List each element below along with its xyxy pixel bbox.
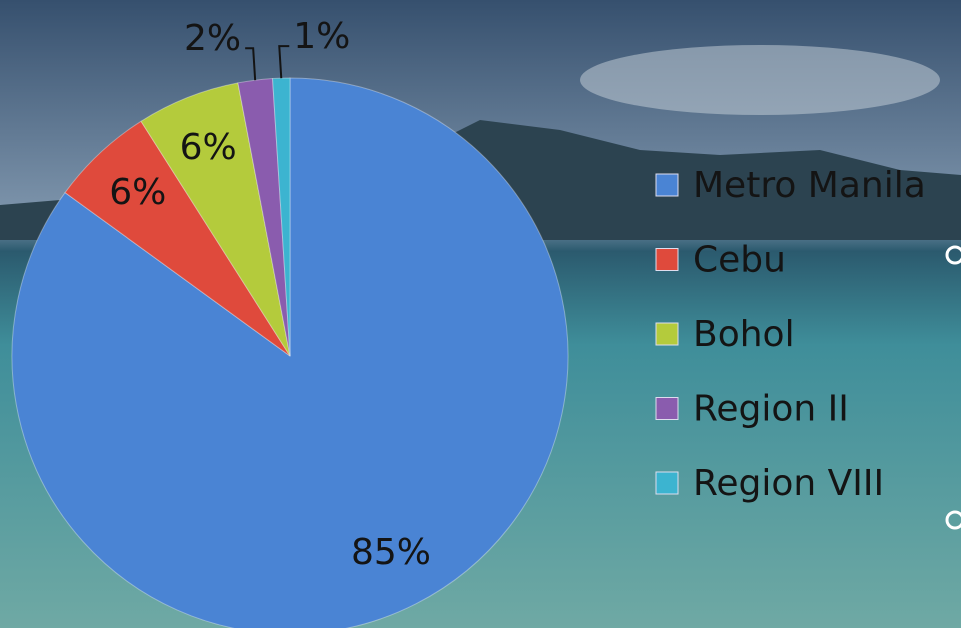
leader-line [278, 45, 290, 79]
pie-slice [140, 82, 291, 357]
bullet [945, 510, 961, 530]
value-label: 1% [293, 16, 350, 57]
pie-slice [64, 120, 291, 357]
leader-line [245, 47, 257, 81]
legend-label: Bohol [693, 314, 795, 355]
cloud [580, 45, 940, 115]
legend-label: Region II [693, 389, 849, 430]
legend-swatch [655, 471, 679, 495]
chart: 85% 6% 6% 2% 1% Metro Manila Cebu Bohol Region I… [11, 16, 926, 632]
legend-swatch [655, 322, 679, 346]
legend-label: Region VIII [693, 463, 884, 504]
legend-swatch [655, 397, 679, 420]
legend-swatch [655, 173, 679, 197]
value-label: 85% [351, 532, 431, 573]
value-label: 6% [109, 172, 166, 213]
bullet [945, 245, 961, 265]
value-label: 2% [184, 18, 241, 59]
legend-label: Cebu [693, 240, 786, 281]
pie-slice [11, 77, 569, 632]
value-label: 6% [180, 127, 237, 168]
legend-label: Metro Manila [693, 165, 926, 206]
legend-swatch [655, 248, 679, 271]
